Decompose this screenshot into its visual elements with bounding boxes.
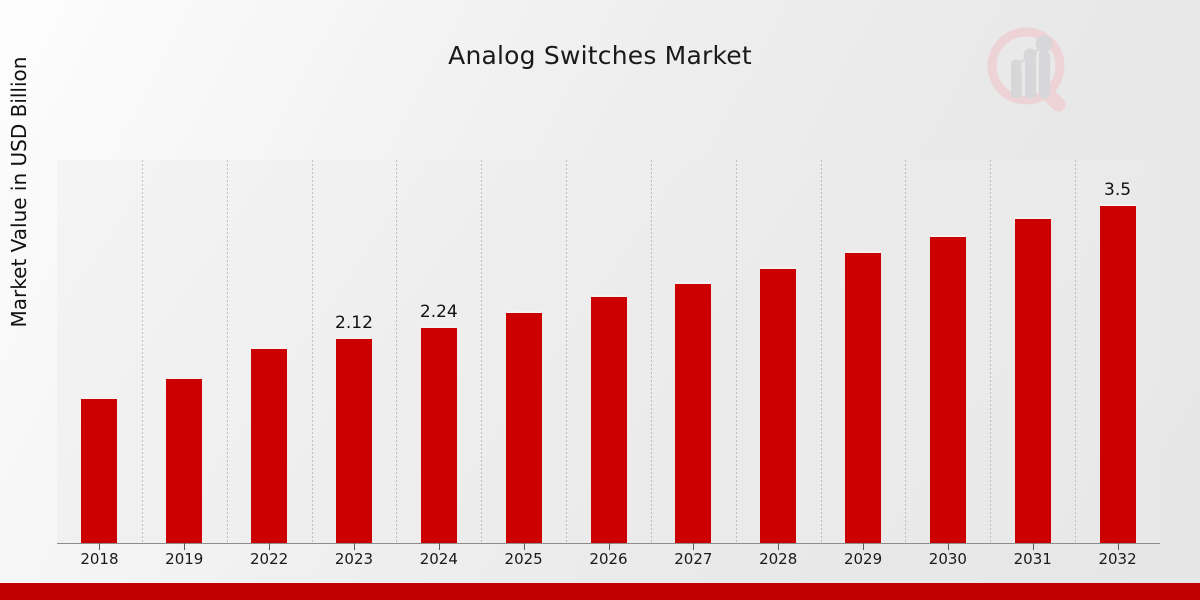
x-tick-mark	[693, 543, 695, 550]
bar-2023[interactable]: 2.12	[335, 313, 373, 543]
bar-rect[interactable]	[760, 266, 797, 543]
bar-value-label: 2.12	[335, 313, 373, 334]
x-tick-label-2023: 2023	[334, 550, 374, 568]
x-tick-label-2022: 2022	[250, 550, 289, 568]
bar-rect[interactable]	[1099, 203, 1136, 543]
x-tick-mark	[778, 543, 780, 550]
grid-line	[396, 160, 398, 543]
bar-2018[interactable]	[81, 396, 118, 543]
x-tick-mark	[1032, 543, 1034, 550]
page-title: Analog Switches Market	[448, 41, 752, 70]
grid-line	[990, 160, 992, 543]
plot-area: 2.12 2.24 3.5	[57, 160, 1160, 543]
bar-rect[interactable]	[335, 337, 372, 543]
x-tick-label-2032: 2032	[1098, 550, 1137, 568]
bar-rect[interactable]	[845, 251, 882, 543]
x-tick-label-2026: 2026	[589, 550, 628, 568]
grid-line	[566, 160, 568, 543]
x-tick-mark	[863, 543, 865, 550]
x-tick-mark	[269, 543, 271, 550]
x-tick-mark	[523, 543, 525, 550]
bar-2031[interactable]	[1014, 217, 1051, 543]
x-tick-mark	[947, 543, 949, 550]
grid-line	[735, 160, 737, 543]
x-tick-mark	[608, 543, 610, 550]
bar-rect[interactable]	[420, 325, 457, 543]
x-tick-label-2027: 2027	[674, 550, 713, 568]
grid-line	[141, 160, 143, 543]
bar-rect[interactable]	[81, 396, 118, 543]
bar-rect[interactable]	[590, 294, 627, 543]
grid-line	[905, 160, 907, 543]
bar-2028[interactable]	[760, 266, 797, 543]
bar-rect[interactable]	[251, 347, 288, 543]
grid-line	[226, 160, 228, 543]
bar-2022[interactable]	[251, 347, 288, 543]
x-tick-label-2029: 2029	[843, 550, 883, 568]
bar-2029[interactable]	[845, 251, 882, 543]
x-tick-mark	[1117, 543, 1119, 550]
bar-rect[interactable]	[505, 311, 542, 543]
bar-rect[interactable]	[675, 282, 712, 543]
bar-rect[interactable]	[929, 234, 966, 543]
grid-line	[311, 160, 313, 543]
bar-rect[interactable]	[1014, 217, 1051, 543]
x-tick-label-2030: 2030	[928, 550, 967, 568]
footer-accent-bar	[0, 583, 1200, 600]
x-tick-mark	[438, 543, 440, 550]
bar-2025[interactable]	[505, 311, 542, 543]
magnifier-bar-chart-logo	[978, 18, 1082, 122]
bar-2030[interactable]	[929, 234, 966, 543]
x-tick-label-2024: 2024	[419, 550, 458, 568]
grid-line	[1075, 160, 1077, 543]
grid-line	[650, 160, 652, 543]
bar-2027[interactable]	[675, 282, 712, 543]
bar-2026[interactable]	[590, 294, 627, 543]
x-tick-label-2018: 2018	[80, 550, 119, 568]
x-tick-label-2025: 2025	[504, 550, 543, 568]
bar-value-label: 3.5	[1104, 179, 1132, 200]
grid-line	[481, 160, 483, 543]
bar-2019[interactable]	[166, 377, 203, 543]
bar-value-label: 2.24	[419, 301, 458, 322]
bar-2024[interactable]: 2.24	[419, 301, 458, 543]
x-tick-mark	[184, 543, 186, 550]
bar-rect[interactable]	[166, 377, 203, 543]
grid-line	[820, 160, 822, 543]
x-tick-label-2028: 2028	[759, 550, 798, 568]
y-axis-label: Market Value in USD Billion	[7, 56, 31, 328]
bar-2032[interactable]: 3.5	[1099, 179, 1136, 543]
x-tick-label-2031: 2031	[1013, 550, 1052, 568]
x-tick-label-2019: 2019	[165, 550, 204, 568]
x-tick-mark	[353, 543, 355, 550]
x-tick-mark	[99, 543, 101, 550]
